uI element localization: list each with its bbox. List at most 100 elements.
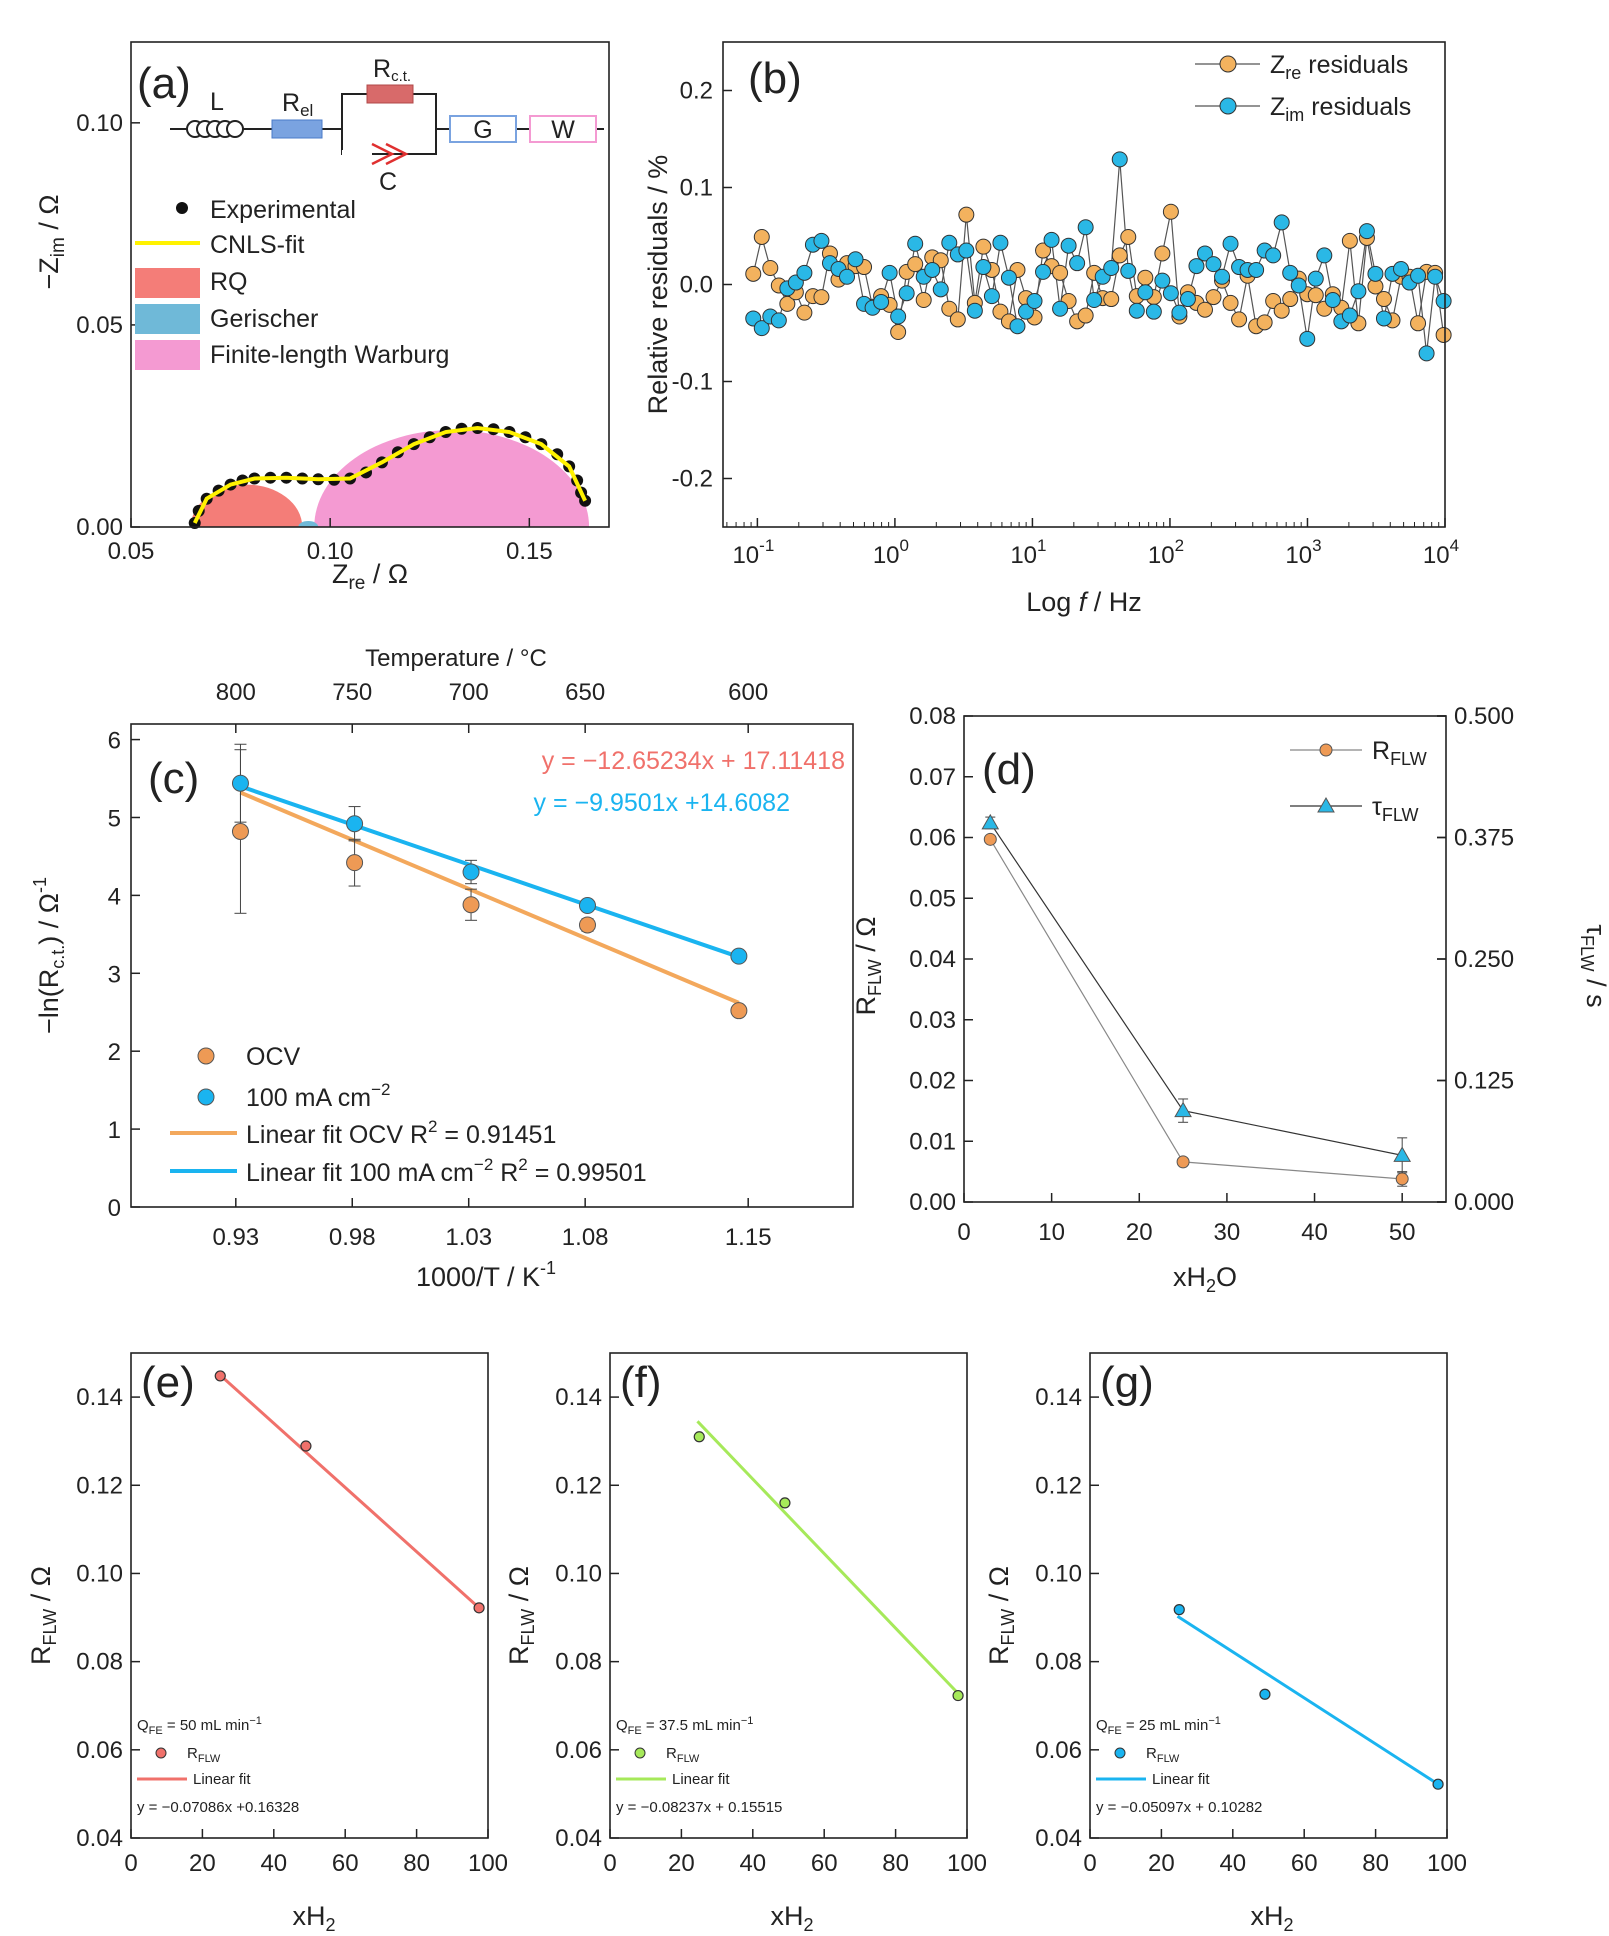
y-tick-label: 0.00 xyxy=(76,514,123,541)
text-span: FLW xyxy=(865,959,885,996)
data-point xyxy=(462,863,480,881)
legend-marker xyxy=(1319,743,1333,757)
y-tick-label: 0.14 xyxy=(555,1384,602,1411)
legend-marker xyxy=(634,1747,646,1759)
text-span: / Ω xyxy=(365,559,408,589)
residual-point xyxy=(907,256,924,273)
residual-point xyxy=(1035,242,1052,259)
y-tick-label: 0.03 xyxy=(909,1007,956,1034)
residual-point xyxy=(1222,235,1239,252)
y-tick-label: -0.1 xyxy=(672,369,713,396)
text-span: −2 xyxy=(474,1155,493,1174)
y-tick-label: 0.04 xyxy=(555,1825,602,1852)
text-span: Q xyxy=(1096,1717,1108,1734)
residual-point xyxy=(1248,261,1265,278)
legend-warburg: Finite-length Warburg xyxy=(210,341,449,369)
x-tick-label: 20 xyxy=(1148,1850,1175,1877)
x-axis-label: Log f / Hz xyxy=(1026,587,1142,617)
text-span: Z xyxy=(332,559,349,589)
data-point xyxy=(730,947,748,965)
y-tick-label: 0.2 xyxy=(680,78,713,105)
data-point xyxy=(1432,1778,1444,1790)
y-tick-label: 0 xyxy=(108,1195,121,1222)
text-span: c.t. xyxy=(391,68,411,85)
legend-marker xyxy=(155,1747,167,1759)
x-tick-label: 30 xyxy=(1214,1219,1241,1246)
residual-point xyxy=(1103,291,1120,308)
legend-fit-ocv: Linear fit OCV R2 = 0.91451 xyxy=(246,1117,556,1149)
residual-point xyxy=(1111,247,1128,264)
text-span: 2 xyxy=(1206,1276,1216,1296)
x-tick-label: 60 xyxy=(332,1850,359,1877)
x-tick-label: 0.98 xyxy=(329,1224,376,1251)
text-span: / Hz xyxy=(1086,587,1142,617)
text-span: R xyxy=(984,1645,1014,1665)
residual-point xyxy=(839,268,856,285)
x-tick-label: 0.05 xyxy=(108,538,155,565)
y-axis-label: RFLW / Ω xyxy=(851,917,885,1016)
x-tick-label: 100 xyxy=(1427,1850,1467,1877)
text-span: residuals xyxy=(1301,51,1408,79)
panel-label-c: (c) xyxy=(148,754,199,803)
data-point xyxy=(1393,1146,1412,1162)
text-span: R xyxy=(493,1159,518,1187)
text-span: R xyxy=(282,89,300,117)
legend-entry: RFLW xyxy=(1372,737,1427,769)
resistor-ct xyxy=(366,84,414,104)
x-tick-label: 40 xyxy=(260,1850,287,1877)
y-axis-label: −Zim / Ω xyxy=(34,194,69,289)
residual-point xyxy=(992,234,1009,251)
residual-point xyxy=(1435,326,1452,343)
legend-point: RFLW xyxy=(666,1745,700,1765)
legend-marker-100 xyxy=(197,1088,215,1106)
data-point xyxy=(346,854,364,872)
y-tick-label: 0.04 xyxy=(1035,1825,1082,1852)
legend-marker-experimental xyxy=(176,202,188,214)
x-tick-label: 60 xyxy=(811,1850,838,1877)
residual-point xyxy=(1154,245,1171,262)
text-span: / Ω xyxy=(851,917,881,960)
residual-point xyxy=(915,292,932,309)
x-tick-label: 80 xyxy=(403,1850,430,1877)
residual-point xyxy=(1077,307,1094,324)
text-span: -1 xyxy=(30,877,50,893)
text-span: = 0.91451 xyxy=(437,1121,556,1149)
text-span: FE xyxy=(1108,1725,1122,1737)
cnls-fit-line xyxy=(192,425,587,524)
residual-point xyxy=(1214,268,1231,285)
residual-point xyxy=(1052,264,1069,281)
residual-point xyxy=(1350,283,1367,300)
legend-fit: CNLS-fit xyxy=(210,231,305,259)
text-span: 2 xyxy=(518,1155,527,1174)
text-span: FLW xyxy=(198,1753,221,1765)
x-tick-label: 20 xyxy=(189,1850,216,1877)
residual-point xyxy=(1273,214,1290,231)
residual-point xyxy=(1205,289,1222,306)
text-span: 100 mA cm xyxy=(246,1084,371,1112)
linear-fit-line xyxy=(215,1370,481,1609)
residual-point xyxy=(975,238,992,255)
residual-point xyxy=(753,320,770,337)
legend-point: RFLW xyxy=(1146,1745,1180,1765)
y2-axis-label: τFLW / s xyxy=(1577,924,1609,1007)
residual-point xyxy=(1265,247,1282,264)
residual-point xyxy=(1179,291,1196,308)
y-tick-label: -0.2 xyxy=(672,466,713,493)
residual-point xyxy=(1196,301,1213,318)
residual-point xyxy=(975,259,992,276)
data-point xyxy=(473,1602,485,1614)
y-tick-label: 0.1 xyxy=(680,175,713,202)
y-tick-label: 0.10 xyxy=(76,110,123,137)
text-span: FLW xyxy=(1390,749,1427,769)
data-point xyxy=(779,1497,791,1509)
y-tick-label: 0.06 xyxy=(909,825,956,852)
text-span: el xyxy=(300,101,313,120)
text-span: residuals xyxy=(1304,93,1411,121)
data-point xyxy=(1173,1604,1185,1616)
resistor-ct-label: Rc.t. xyxy=(373,55,411,85)
text-span: 1000/T / K xyxy=(416,1262,540,1292)
legend-experimental: Experimental xyxy=(210,196,356,224)
residual-point xyxy=(1410,315,1427,332)
data-point xyxy=(693,1431,705,1443)
text-span: FE xyxy=(149,1725,163,1737)
